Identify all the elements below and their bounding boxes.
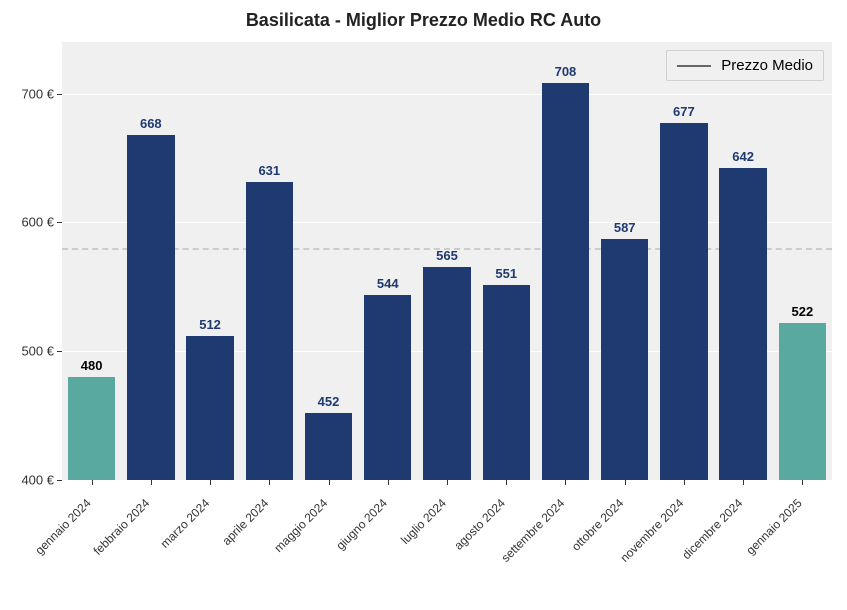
bar-value-label: 452: [318, 394, 340, 409]
grid-line: [62, 222, 832, 223]
bar: 512: [186, 336, 233, 480]
x-tick-mark: [506, 480, 507, 485]
x-axis-tick-label: luglio 2024: [398, 496, 449, 547]
chart-title: Basilicata - Miglior Prezzo Medio RC Aut…: [0, 0, 847, 37]
x-tick-mark: [625, 480, 626, 485]
y-axis-tick-label: 400 €: [21, 473, 62, 488]
x-axis-tick-label: dicembre 2024: [679, 496, 745, 562]
bar-value-label: 565: [436, 248, 458, 263]
x-tick-mark: [447, 480, 448, 485]
x-axis-tick-label: marzo 2024: [157, 496, 212, 551]
x-tick-mark: [743, 480, 744, 485]
x-tick-mark: [151, 480, 152, 485]
x-tick-mark: [92, 480, 93, 485]
x-tick-mark: [210, 480, 211, 485]
x-tick-mark: [684, 480, 685, 485]
bar-value-label: 677: [673, 104, 695, 119]
x-axis-tick-label: febbraio 2024: [91, 496, 153, 558]
legend-line-swatch: [677, 65, 711, 67]
x-axis-tick-label: ottobre 2024: [569, 496, 627, 554]
y-axis-tick-label: 600 €: [21, 215, 62, 230]
bar-value-label: 544: [377, 276, 399, 291]
chart-legend: Prezzo Medio: [666, 50, 824, 81]
x-tick-mark: [388, 480, 389, 485]
bar: 480: [68, 377, 115, 480]
y-axis-tick-label: 500 €: [21, 344, 62, 359]
x-axis-tick-label: agosto 2024: [452, 496, 509, 553]
bar-value-label: 480: [81, 358, 103, 373]
bar-value-label: 708: [555, 64, 577, 79]
bar: 565: [423, 267, 470, 480]
bar: 642: [719, 168, 766, 480]
bar: 544: [364, 295, 411, 481]
bar-value-label: 512: [199, 317, 221, 332]
bar: 522: [779, 323, 826, 480]
x-tick-mark: [802, 480, 803, 485]
chart-plot-area: Prezzo Medio 400 €500 €600 €700 €480genn…: [62, 42, 832, 480]
x-axis-tick-label: maggio 2024: [272, 496, 331, 555]
x-axis-tick-label: settembre 2024: [499, 496, 568, 565]
bar-value-label: 522: [792, 304, 814, 319]
bar-value-label: 631: [258, 163, 280, 178]
bar-value-label: 587: [614, 220, 636, 235]
x-axis-tick-label: giugno 2024: [333, 496, 390, 553]
bar-value-label: 642: [732, 149, 754, 164]
x-tick-mark: [269, 480, 270, 485]
bar-value-label: 551: [495, 266, 517, 281]
y-axis-tick-label: 700 €: [21, 86, 62, 101]
bar: 668: [127, 135, 174, 480]
x-axis-tick-label: gennaio 2024: [32, 496, 93, 557]
x-axis-tick-label: aprile 2024: [219, 496, 271, 548]
bar: 708: [542, 83, 589, 480]
bar: 631: [246, 182, 293, 480]
grid-line: [62, 94, 832, 95]
x-axis-tick-label: novembre 2024: [617, 496, 686, 565]
bar: 452: [305, 413, 352, 480]
bar-value-label: 668: [140, 116, 162, 131]
x-tick-mark: [329, 480, 330, 485]
bar: 677: [660, 123, 707, 480]
bar: 587: [601, 239, 648, 480]
x-tick-mark: [565, 480, 566, 485]
bar: 551: [483, 285, 530, 480]
x-axis-tick-label: gennaio 2025: [743, 496, 804, 557]
legend-label: Prezzo Medio: [721, 57, 813, 74]
